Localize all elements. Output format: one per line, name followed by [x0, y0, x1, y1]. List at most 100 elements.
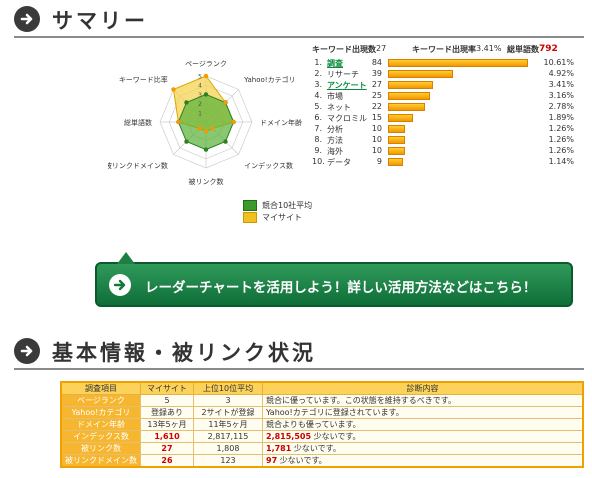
table-row: Yahoo!カテゴリ 登録あり 2サイトが登録 Yahoo!カテゴリに登録されています…: [60, 406, 584, 419]
diagnosis-text: 少ないです。: [279, 456, 327, 465]
keyword-ratio-bar: [388, 136, 405, 144]
keyword-row: 5. ネット 22 2.78%: [312, 102, 574, 113]
radar-point-mysite: [197, 126, 202, 131]
radar-point-mysite: [176, 119, 181, 125]
row-item-label: 被リンクドメイン数: [60, 454, 141, 468]
keyword-count: 27: [371, 80, 382, 89]
radar-scale-tick: 2: [198, 101, 202, 108]
keyword-row: 3. アンケート 27 3.41%: [312, 80, 574, 91]
radar-scale-tick: 5: [198, 74, 202, 81]
row-top10-avg-value: 11年5ヶ月: [193, 418, 263, 431]
keyword-count: 10: [371, 135, 382, 144]
keyword-rate-label: キーワード出現率: [412, 45, 476, 54]
keyword-list: 1. 調査 84 10.61% 2. リサーチ 39 4.92% 3. アンケート 27 3.41% 4…: [312, 58, 574, 168]
keyword-row: 10. データ 9 1.14%: [312, 157, 574, 168]
keyword-percent: 1.89%: [548, 113, 574, 122]
row-diagnosis: 1,781 少ないです。: [262, 442, 584, 455]
row-diagnosis: 競合に優っています。この状態を維持するべきです。: [262, 394, 584, 407]
row-item-label: インデックス数: [60, 430, 141, 443]
radar-point-mysite: [231, 119, 236, 125]
keyword-ratio-bar: [388, 158, 404, 166]
legend-item-mysite: マイサイト: [243, 212, 312, 224]
row-diagnosis: 2,815,505 少ないです。: [262, 430, 584, 443]
keyword-count: 84: [371, 58, 382, 67]
keyword-count: 15: [371, 113, 382, 122]
radar-axis-label: Yahoo!カテゴリ: [243, 75, 295, 84]
keyword-rate-value: 3.41%: [476, 44, 502, 53]
keyword-ratio-bar: [388, 70, 453, 78]
table-row: ドメイン年齢 13年5ヶ月 11年5ヶ月 競合よりも優っています。: [60, 418, 584, 431]
cta-pointer: [117, 252, 135, 264]
keyword-percent: 3.16%: [548, 91, 574, 100]
legend-swatch-mysite: [243, 212, 257, 223]
radar-axis-label: インデックス数: [244, 161, 293, 170]
keyword-rank: 9.: [314, 146, 322, 155]
arrow-right-circle-icon: [14, 338, 40, 364]
radar-scale-tick: 1: [198, 110, 202, 117]
keyword-row: 2. リサーチ 39 4.92%: [312, 69, 574, 80]
keyword-count: 10: [371, 146, 382, 155]
keyword-percent: 1.26%: [548, 124, 574, 133]
radar-axis-label: 被リンク数: [189, 177, 224, 186]
keyword-count: 10: [371, 124, 382, 133]
keyword-rank: 7.: [314, 124, 322, 133]
arrow-right-circle-icon: [14, 6, 40, 32]
keyword-word: 分析: [327, 125, 343, 134]
radar-point-mysite: [203, 129, 209, 134]
legend-label-mysite: マイサイト: [262, 213, 302, 222]
col-header-mysite: マイサイト: [140, 381, 194, 395]
row-item-label: ドメイン年齢: [60, 418, 141, 431]
summary-section-header: サマリー: [14, 6, 584, 38]
col-header-diagnosis: 診断内容: [262, 381, 584, 395]
row-top10-avg-value: 1,808: [193, 442, 263, 455]
diagnosis-gap-value: 1,781: [266, 444, 292, 453]
table-body: ページランク 5 3 競合に優っています。この状態を維持するべきです。 Yahoo!カテ…: [60, 394, 584, 468]
row-item-label: ページランク: [60, 394, 141, 407]
radar-legend: 競合10社平均 マイサイト: [243, 200, 312, 224]
radar-point-mysite: [223, 100, 228, 105]
diagnosis-text: 競合よりも優っています。: [266, 420, 361, 429]
radar-scale-tick: 4: [198, 83, 202, 90]
keyword-rank: 6.: [314, 113, 322, 122]
radar-point-mysite: [171, 87, 176, 92]
row-top10-avg-value: 123: [193, 454, 263, 468]
keyword-count: 39: [371, 69, 382, 78]
keyword-count-value: 27: [376, 44, 387, 53]
row-top10-avg-value: 3: [193, 394, 263, 407]
radar-usage-cta-button[interactable]: レーダーチャートを活用しよう！詳しい活用方法などはこちら！: [95, 252, 573, 307]
legend-item-avg: 競合10社平均: [243, 200, 312, 212]
keyword-row: 7. 分析 10 1.26%: [312, 124, 574, 135]
keyword-word: 方法: [327, 136, 343, 145]
keyword-summary-header: キーワード出現数 27 キーワード出現率 3.41% 総単語数 792: [312, 44, 574, 58]
keyword-word: データ: [327, 158, 351, 167]
keyword-count: 9: [376, 157, 382, 166]
col-header-item: 調査項目: [60, 381, 141, 395]
keyword-word: リサーチ: [327, 70, 359, 79]
diagnosis-gap-value: 97: [266, 456, 278, 465]
keyword-ratio-bar: [388, 81, 433, 89]
total-words-label: 総単語数: [507, 45, 539, 54]
keyword-row: 4. 市場 25 3.16%: [312, 91, 574, 102]
radar-point-mysite: [203, 73, 209, 79]
keyword-ratio-bar: [388, 92, 430, 100]
keyword-link[interactable]: 調査: [327, 59, 343, 68]
keyword-rank: 5.: [314, 102, 322, 111]
basic-info-table: 調査項目 マイサイト 上位10位平均 診断内容 ページランク 5 3 競合に優っていま…: [60, 381, 584, 468]
col-header-top10-avg: 上位10位平均: [193, 381, 263, 395]
row-item-label: Yahoo!カテゴリ: [60, 406, 141, 419]
diagnosis-gap-value: 2,815,505: [266, 432, 312, 441]
total-words-value: 792: [539, 44, 558, 54]
keyword-link[interactable]: アンケート: [327, 81, 367, 90]
row-mysite-value: 27: [140, 442, 194, 455]
keyword-ratio-bar: [388, 125, 405, 133]
table-row: ページランク 5 3 競合に優っています。この状態を維持するべきです。: [60, 394, 584, 407]
diagnosis-text: 競合に優っています。この状態を維持するべきです。: [266, 396, 456, 405]
keyword-percent: 1.26%: [548, 146, 574, 155]
row-diagnosis: 競合よりも優っています。: [262, 418, 584, 431]
diagnosis-text: 少ないです。: [313, 432, 361, 441]
keyword-rank: 10.: [312, 157, 325, 166]
keyword-percent: 1.14%: [548, 157, 574, 166]
keyword-row: 8. 方法 10 1.26%: [312, 135, 574, 146]
arrow-right-circle-icon: [109, 274, 131, 296]
